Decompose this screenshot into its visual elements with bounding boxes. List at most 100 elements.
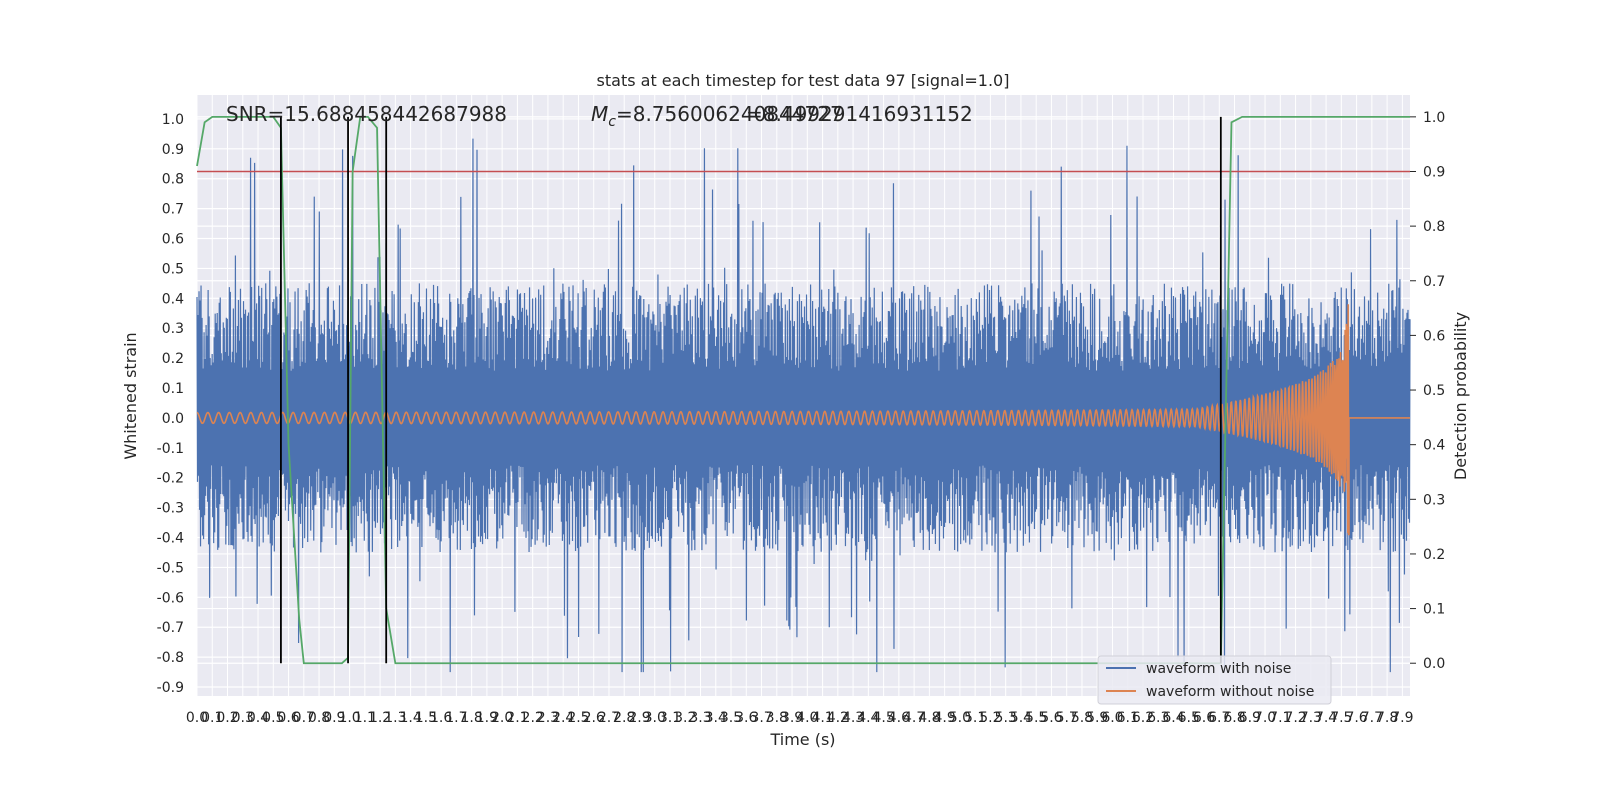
x-tick-label: 0.5 (262, 710, 284, 726)
x-tick-label: 3.2 (674, 710, 696, 726)
x-tick-label: 3.8 (766, 710, 788, 726)
x-tick-label: 1.3 (384, 710, 406, 726)
x-tick-label: 7.9 (1391, 710, 1413, 726)
x-tick-label: 1.0 (338, 710, 360, 726)
x-tick-label: 6.0 (1101, 710, 1123, 726)
y-tick-label: 0.8 (162, 172, 184, 188)
x-tick-label: 5.0 (949, 710, 971, 726)
x-tick-label: 7.3 (1300, 710, 1322, 726)
y2-tick-label: 0.1 (1423, 602, 1445, 618)
y2-tick-label: 0.7 (1423, 274, 1445, 290)
x-tick-label: 2.5 (567, 710, 589, 726)
x-tick-label: 6.5 (1178, 710, 1200, 726)
x-tick-label: 6.6 (1193, 710, 1215, 726)
x-tick-label: 5.4 (1010, 710, 1032, 726)
x-tick-label: 4.1 (811, 710, 833, 726)
x-tick-label: 3.6 (735, 710, 757, 726)
x-tick-label: 0.7 (293, 710, 315, 726)
x-tick-label: 5.8 (1071, 710, 1093, 726)
y2-tick-label: 1.0 (1423, 110, 1445, 126)
y-tick-label: -0.9 (157, 680, 184, 696)
x-tick-label: 4.9 (934, 710, 956, 726)
x-tick-label: 0.6 (277, 710, 299, 726)
y-tick-label: -0.8 (157, 650, 184, 666)
x-tick-label: 2.6 (583, 710, 605, 726)
x-tick-label: 1.6 (430, 710, 452, 726)
legend-box (1097, 655, 1332, 705)
x-tick-label: 4.6 (888, 710, 910, 726)
mc-symbol: M (591, 102, 608, 126)
y-tick-label: -0.6 (157, 590, 184, 606)
x-tick-label: 1.2 (369, 710, 391, 726)
y-tick-labels: 1.0 0.9 0.8 0.7 0.6 0.5 0.4 0.3 0.2 0.1 0.0 -0.1 -0.… (157, 112, 184, 696)
x-tick-label: 2.8 (613, 710, 635, 726)
y-tick-label: 0.7 (162, 202, 184, 218)
x-tick-label: 6.3 (1147, 710, 1169, 726)
x-tick-label: 7.5 (1330, 710, 1352, 726)
clean-waveform-line (196, 304, 1410, 536)
y2-tick-label: 0.4 (1423, 438, 1445, 454)
x-tick-label: 2.7 (598, 710, 620, 726)
x-tick-label: 7.7 (1361, 710, 1383, 726)
x-tick-label: 1.9 (476, 710, 498, 726)
y2-tick-label: 0.6 (1423, 328, 1445, 344)
y2-tick-label: 0.0 (1423, 656, 1445, 672)
x-tick-label: 4.4 (857, 710, 879, 726)
x-tick-label: 5.5 (1025, 710, 1047, 726)
x-tick-label: 7.6 (1345, 710, 1367, 726)
y-tick-label: 0.1 (162, 381, 184, 397)
mc-annotation: Mc=8.756006240844727 (591, 102, 843, 130)
x-tick-label: 5.9 (1086, 710, 1108, 726)
x-axis-label: Time (s) (769, 730, 835, 749)
x-tick-label: 0.1 (201, 710, 223, 726)
x-tick-label: 6.8 (1223, 710, 1245, 726)
x-tick-label: 7.4 (1315, 710, 1337, 726)
x-tick-label: 7.1 (1269, 710, 1291, 726)
y2-tick-label: 0.8 (1423, 219, 1445, 235)
x-tick-label: 6.2 (1132, 710, 1154, 726)
y2-tick-labels: 1.0 0.9 0.8 0.7 0.6 0.5 0.4 0.3 0.2 0.1 0.0 (1410, 110, 1445, 672)
x-tick-label: 6.1 (1117, 710, 1139, 726)
y-tick-label: 0.2 (162, 351, 184, 367)
x-tick-label: 0.9 (323, 710, 345, 726)
x-tick-label: 3.0 (644, 710, 666, 726)
y-tick-label: -0.2 (157, 471, 184, 487)
y-tick-label: 0.4 (162, 291, 184, 307)
legend: waveform with noise waveform without noi… (1097, 655, 1332, 705)
x-tick-label: 4.3 (842, 710, 864, 726)
x-tick-label: 0.2 (216, 710, 238, 726)
x-tick-label: 2.4 (552, 710, 574, 726)
x-tick-label: 5.1 (964, 710, 986, 726)
noisy-waveform-line (196, 138, 1411, 673)
x-tick-label: 7.0 (1254, 710, 1276, 726)
x-tick-label: 3.4 (705, 710, 727, 726)
y-tick-label: -0.3 (157, 501, 184, 517)
y2-axis-label: Detection probability (1451, 312, 1470, 480)
x-tick-label: 0.0 (186, 710, 208, 726)
x-tick-labels: 0.00.10.20.30.40.50.60.70.80.91.01.11.21… (186, 710, 1414, 726)
x-tick-label: 5.6 (1040, 710, 1062, 726)
x-tick-label: 5.7 (1056, 710, 1078, 726)
y-tick-label: 1.0 (162, 112, 184, 128)
x-tick-label: 4.5 (872, 710, 894, 726)
y2-tick-label: 0.5 (1423, 383, 1445, 399)
x-tick-label: 2.1 (506, 710, 528, 726)
x-tick-label: 3.3 (689, 710, 711, 726)
x-tick-label: 2.9 (628, 710, 650, 726)
mc-overlap-annotation: =8.499291416931152 (746, 102, 973, 126)
x-tick-label: 6.4 (1162, 710, 1184, 726)
y-tick-label: 0.6 (162, 232, 184, 248)
legend-label-noisy: waveform with noise (1146, 661, 1291, 677)
x-tick-label: 4.0 (796, 710, 818, 726)
y-tick-label: -0.5 (157, 560, 184, 576)
y2-tick-label: 0.9 (1423, 164, 1445, 180)
y-tick-label: -0.7 (157, 620, 184, 636)
y2-tick-label: 0.2 (1423, 547, 1445, 563)
y-tick-label: 0.0 (162, 411, 184, 427)
x-tick-label: 0.8 (308, 710, 330, 726)
y-tick-label: -0.1 (157, 441, 184, 457)
legend-label-clean: waveform without noise (1146, 684, 1314, 700)
mc-subscript: c (608, 114, 616, 130)
x-tick-label: 5.2 (979, 710, 1001, 726)
